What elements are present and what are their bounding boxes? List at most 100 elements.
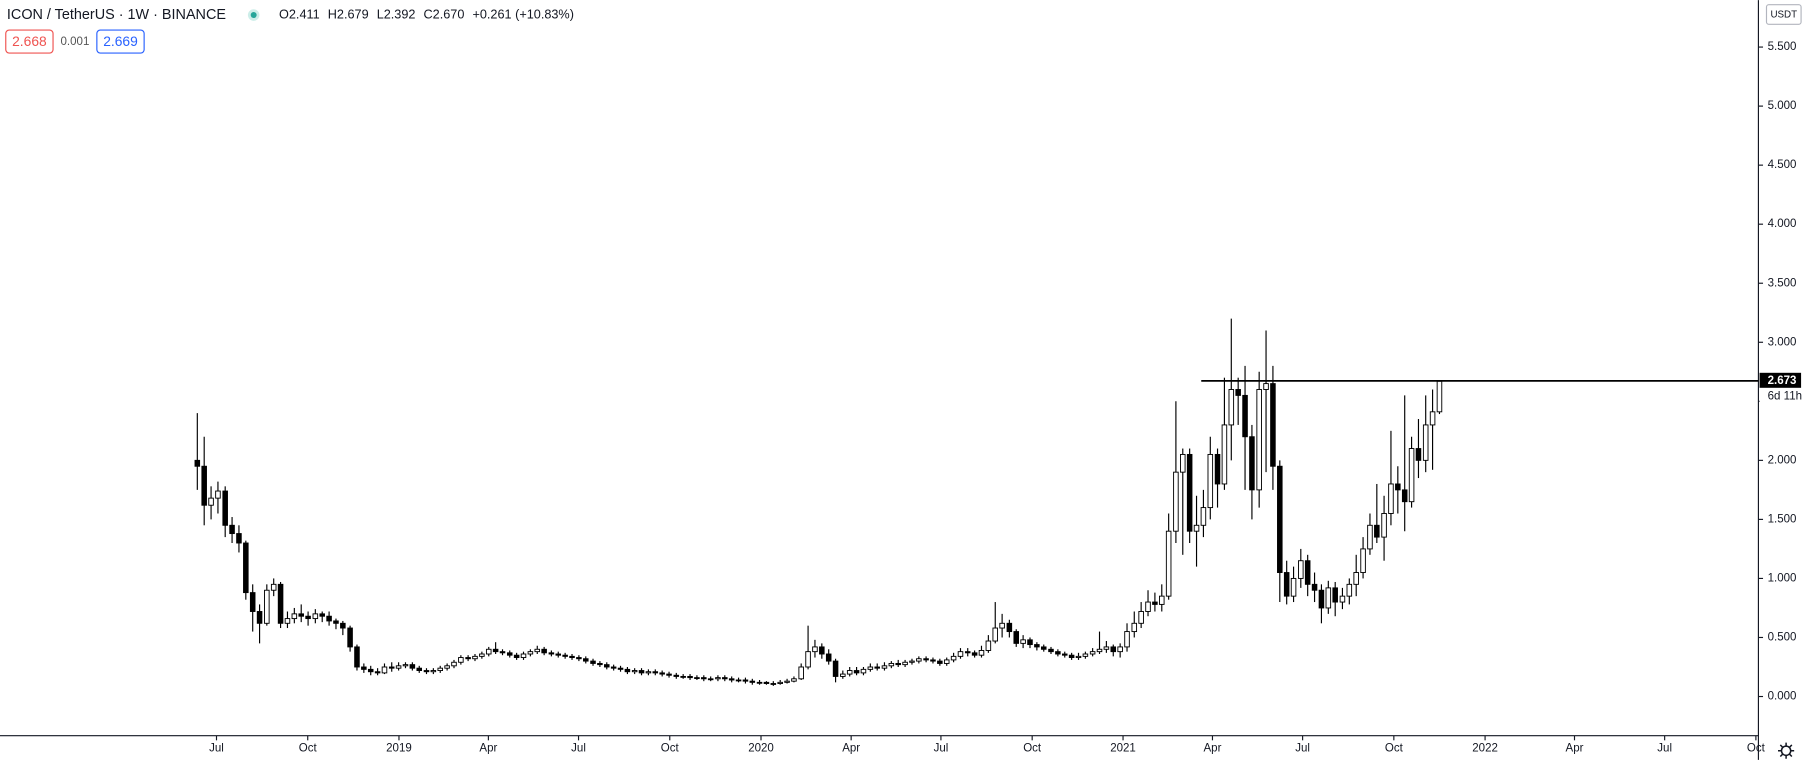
candle-body <box>624 668 631 673</box>
x-tick-label: 2020 <box>748 742 774 754</box>
candle-body <box>1263 383 1269 390</box>
candle-body <box>853 670 860 674</box>
candle-body <box>923 658 929 661</box>
candle-body <box>812 646 818 653</box>
candle-body <box>465 657 471 660</box>
candle-body <box>388 666 395 669</box>
candle-body <box>1283 572 1290 597</box>
candle-body <box>1013 631 1020 644</box>
y-tick-label: 4.500 <box>1768 159 1797 171</box>
candle-body <box>631 670 638 673</box>
candle-body <box>888 662 895 667</box>
candle-body <box>264 589 270 624</box>
y-tick-label: 0.500 <box>1768 632 1797 644</box>
candle-body <box>784 680 790 683</box>
candle-body <box>1103 646 1110 650</box>
candle-body <box>798 666 804 680</box>
candle-body <box>1422 424 1429 461</box>
candle-body <box>1228 389 1235 426</box>
candle-body <box>1089 651 1096 655</box>
candle-body <box>416 667 423 671</box>
candle-body <box>215 490 221 499</box>
candle-body <box>555 653 562 656</box>
candle-body <box>1165 530 1172 597</box>
candle-body <box>361 666 367 670</box>
candle-body <box>1186 453 1193 532</box>
candle-body <box>846 670 853 675</box>
candle-body <box>1318 589 1325 609</box>
buy-box[interactable] <box>96 29 145 54</box>
candle-body <box>1256 389 1262 491</box>
candle-body <box>1374 524 1380 538</box>
candle-body <box>1325 587 1332 609</box>
x-tick-label: Jul <box>1295 742 1310 754</box>
candle-body <box>1096 648 1103 653</box>
candle-body <box>534 648 541 653</box>
candle-body <box>867 666 874 670</box>
candle-body <box>1034 644 1040 648</box>
candle-body <box>1207 453 1214 509</box>
candle-body <box>1124 631 1130 648</box>
candle-body <box>909 660 915 663</box>
candle-body <box>1436 380 1443 413</box>
candle-body <box>902 661 908 666</box>
ohlc-value: H2.679 <box>328 7 369 21</box>
candle-body <box>1408 448 1415 503</box>
candle-body <box>763 681 770 684</box>
candle-body <box>985 640 992 651</box>
candle-body <box>458 657 464 663</box>
candle-body <box>1395 483 1401 491</box>
candle-body <box>1401 489 1408 503</box>
x-tick-label: Apr <box>479 742 497 754</box>
candle-body <box>825 653 832 662</box>
hline-label-bg <box>1759 372 1802 388</box>
currency[interactable]: USDT <box>1770 10 1797 21</box>
candle-body <box>680 675 686 678</box>
x-tick-label: 2022 <box>1472 742 1498 754</box>
x-tick-label: Jul <box>209 742 224 754</box>
candle-body <box>291 613 298 620</box>
candle-body <box>569 655 575 659</box>
candle-body <box>791 678 797 682</box>
x-tick-label: Jul <box>934 742 949 754</box>
candle-body <box>201 465 207 506</box>
candle-body <box>930 659 936 662</box>
candle-body <box>1020 639 1026 644</box>
currency-box[interactable] <box>1765 4 1802 25</box>
candle-body <box>347 627 353 648</box>
candle-body <box>1173 471 1179 532</box>
candle-body <box>590 660 596 664</box>
settings-icon[interactable] <box>1778 742 1795 759</box>
candle-body <box>1068 654 1075 659</box>
candle-body <box>1353 572 1359 585</box>
x-tick-label: 2019 <box>386 742 412 754</box>
candle-body <box>652 671 659 674</box>
candle-body <box>381 666 388 674</box>
x-tick-label: Apr <box>842 742 860 754</box>
candle-body <box>1061 653 1068 656</box>
candle-body <box>881 665 888 669</box>
candle-body <box>916 658 922 662</box>
sell-box[interactable] <box>5 29 54 54</box>
candle-body <box>548 652 555 655</box>
candle-body <box>1304 560 1311 585</box>
candle-body <box>395 665 402 669</box>
buy-price[interactable]: 2.669 <box>103 33 138 49</box>
candle-body <box>694 677 700 680</box>
candle-body <box>1235 389 1241 396</box>
sell-price[interactable]: 2.668 <box>12 33 47 49</box>
candle-body <box>451 661 457 667</box>
candle-body <box>1415 448 1422 461</box>
spread: 0.001 <box>61 36 90 48</box>
y-tick-label: 3.500 <box>1768 277 1797 289</box>
x-tick-label: Oct <box>1385 742 1404 754</box>
candle-body <box>722 677 728 680</box>
candle-body <box>1249 436 1255 491</box>
candle-body <box>874 666 880 669</box>
x-tick-label: 2021 <box>1110 742 1136 754</box>
candle-body <box>298 613 304 617</box>
plot: 0.0000.5001.0001.5002.0002.5003.0003.500… <box>194 41 1806 754</box>
candle-body <box>950 655 957 661</box>
